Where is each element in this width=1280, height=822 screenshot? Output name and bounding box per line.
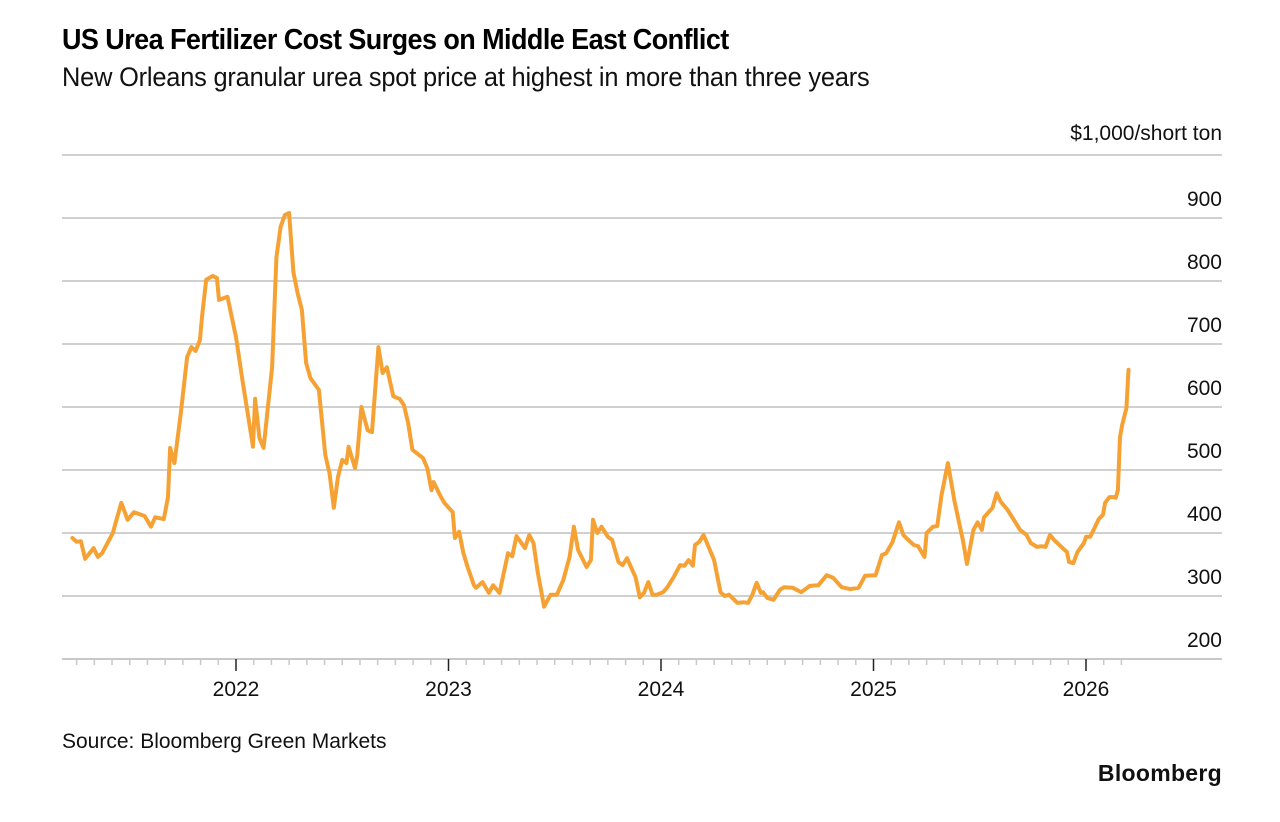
y-axis-unit-label: $1,000/short ton <box>1070 122 1222 145</box>
x-tick-label: 2026 <box>1063 678 1110 701</box>
y-tick-label: 600 <box>1187 377 1222 400</box>
x-tick-label: 2022 <box>213 678 260 701</box>
series-line-urea-price <box>70 211 1131 609</box>
chart-title: US Urea Fertilizer Cost Surges on Middle… <box>62 24 729 56</box>
y-axis-tick-labels: 200 300 400 500 600 700 800 900 <box>1187 188 1222 652</box>
x-tick-label: 2023 <box>425 678 472 701</box>
gridlines <box>62 154 1222 597</box>
y-tick-label: 400 <box>1187 503 1222 526</box>
x-tick-label: 2024 <box>638 678 685 701</box>
chart-subtitle: New Orleans granular urea spot price at … <box>62 62 870 92</box>
y-tick-label: 300 <box>1187 566 1222 589</box>
source-note: Source: Bloomberg Green Markets <box>62 730 387 753</box>
y-tick-label: 800 <box>1187 251 1222 274</box>
y-tick-label: 200 <box>1187 629 1222 652</box>
y-tick-label: 500 <box>1187 440 1222 463</box>
y-tick-label: 900 <box>1187 188 1222 211</box>
y-tick-label: 700 <box>1187 314 1222 337</box>
bloomberg-logo: Bloomberg <box>1097 760 1222 786</box>
x-tick-label: 2025 <box>850 678 897 701</box>
series-group <box>70 211 1131 609</box>
x-axis: 2022 2023 2024 2025 2026 <box>62 658 1222 701</box>
